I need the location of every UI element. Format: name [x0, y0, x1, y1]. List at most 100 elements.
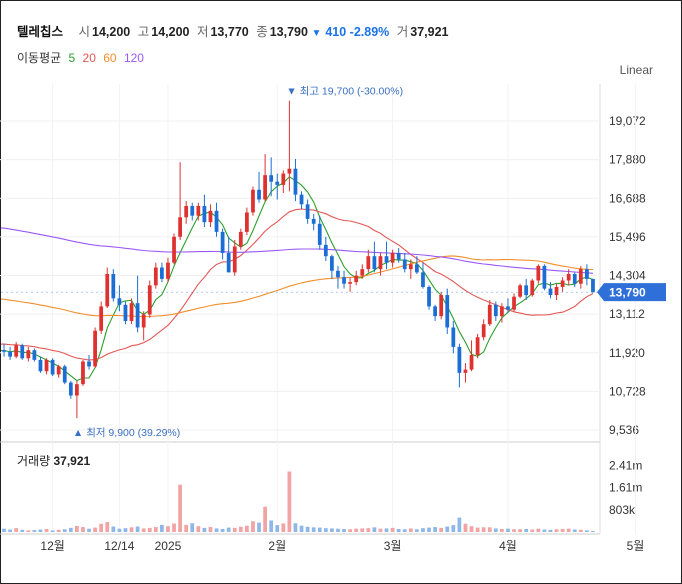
- volume-bar: [202, 527, 207, 532]
- volume-bar: [445, 526, 450, 532]
- candle-body: [463, 369, 468, 373]
- candle-body: [190, 205, 195, 216]
- volume-bar: [500, 528, 504, 532]
- volume-bar: [257, 522, 261, 532]
- candle-body: [566, 274, 571, 281]
- candle-body: [323, 244, 328, 257]
- scale-mode-toggle[interactable]: Linear: [619, 63, 653, 77]
- candle-body: [554, 286, 559, 296]
- volume-bar: [117, 528, 122, 532]
- candle-body: [287, 168, 292, 174]
- ma5-label[interactable]: 5: [68, 51, 76, 65]
- volume-bar: [566, 528, 571, 532]
- price-tick-label: 14,304: [609, 269, 646, 283]
- ma-label: 이동평균: [17, 51, 62, 65]
- open-value: 14,200: [92, 25, 131, 39]
- high-annotation: ▼ 최고 19,700 (-30.00%): [286, 86, 403, 98]
- candle-body: [451, 327, 456, 347]
- ma60-label[interactable]: 60: [103, 51, 117, 65]
- candle-body: [87, 361, 91, 367]
- candle-body: [390, 252, 395, 263]
- volume-bar: [372, 527, 377, 532]
- volume-bar: [238, 526, 243, 532]
- candle-body: [75, 384, 79, 396]
- candle-body: [62, 366, 67, 383]
- volume-bar: [457, 517, 462, 532]
- candle-body: [408, 264, 413, 270]
- volume-bar: [421, 528, 425, 532]
- volume-bar: [147, 527, 152, 532]
- volume-bar: [2, 528, 6, 532]
- low-annotation: ▲ 최저 9,900 (39.29%): [73, 427, 180, 439]
- candle-body: [238, 231, 243, 247]
- candle-body: [518, 285, 522, 297]
- candle-body: [402, 259, 407, 270]
- price-tick-label: 13,112: [609, 307, 645, 321]
- volume-bar: [275, 525, 280, 532]
- volume-bar: [451, 525, 456, 532]
- ma20-label[interactable]: 20: [82, 51, 96, 65]
- volume-bar: [396, 528, 401, 532]
- candle-body: [572, 274, 577, 284]
- volume-tick-label: 2.41m: [609, 459, 642, 473]
- volume-bar: [384, 528, 389, 532]
- ma60-line: [1, 255, 594, 318]
- volume-bar: [439, 527, 444, 532]
- candle-body: [56, 366, 61, 375]
- candle-body: [38, 359, 43, 372]
- price-tick-label: 17,880: [609, 153, 646, 167]
- volume-bar: [481, 527, 486, 532]
- candle-body: [184, 205, 189, 218]
- volume-bar: [463, 523, 468, 532]
- candle-body: [269, 175, 274, 182]
- candle-body: [2, 350, 6, 352]
- candle-body: [208, 210, 213, 223]
- candle-body: [20, 345, 25, 359]
- candle-body: [378, 256, 383, 270]
- open-label: 시: [78, 25, 91, 39]
- volume-bar: [190, 523, 195, 532]
- close-label: 종: [256, 25, 268, 39]
- volume-bar: [226, 527, 231, 532]
- candle-body: [214, 210, 219, 232]
- volume-bar: [26, 530, 31, 532]
- candle-body: [372, 256, 377, 270]
- change-value: 410 -2.89%: [325, 25, 390, 39]
- candle-body: [220, 231, 225, 253]
- ma120-label[interactable]: 120: [123, 51, 144, 65]
- quote-header: 텔레칩스 시 14,200 고 14,200 저 13,770 종 13,790 ▼ 41…: [17, 21, 449, 40]
- candle-body: [153, 267, 158, 286]
- candle-body: [317, 223, 322, 245]
- candle-body: [299, 194, 304, 205]
- candle-body: [281, 173, 286, 185]
- candle-body: [469, 355, 474, 370]
- candle-body: [384, 256, 389, 263]
- candle-body: [330, 256, 334, 271]
- candle-body: [257, 189, 261, 200]
- candle-body: [524, 285, 529, 296]
- volume-bar: [578, 529, 583, 532]
- volume-bar: [281, 523, 286, 532]
- volume-bar: [390, 527, 395, 532]
- volume-bar: [560, 528, 565, 532]
- volume-bar: [360, 528, 365, 532]
- candle-body: [50, 359, 55, 375]
- price-tick-label: 16,688: [609, 191, 646, 205]
- volume-bar: [93, 527, 97, 532]
- volume-label: 거: [396, 25, 409, 39]
- candle-body: [263, 175, 267, 200]
- candle-body: [93, 330, 97, 367]
- candle-body: [487, 304, 492, 325]
- x-tick-label: 5월: [627, 539, 645, 553]
- price-tick-label: 19,072: [609, 114, 646, 128]
- candle-body: [245, 212, 249, 232]
- candle-body: [530, 280, 535, 296]
- candle-body: [585, 269, 589, 279]
- candle-body: [81, 361, 85, 385]
- volume-bar: [323, 528, 328, 532]
- candle-body: [445, 295, 450, 328]
- volume-bar: [506, 528, 510, 532]
- x-tick-label: 2월: [268, 539, 286, 553]
- x-tick-label: 12월: [40, 539, 64, 553]
